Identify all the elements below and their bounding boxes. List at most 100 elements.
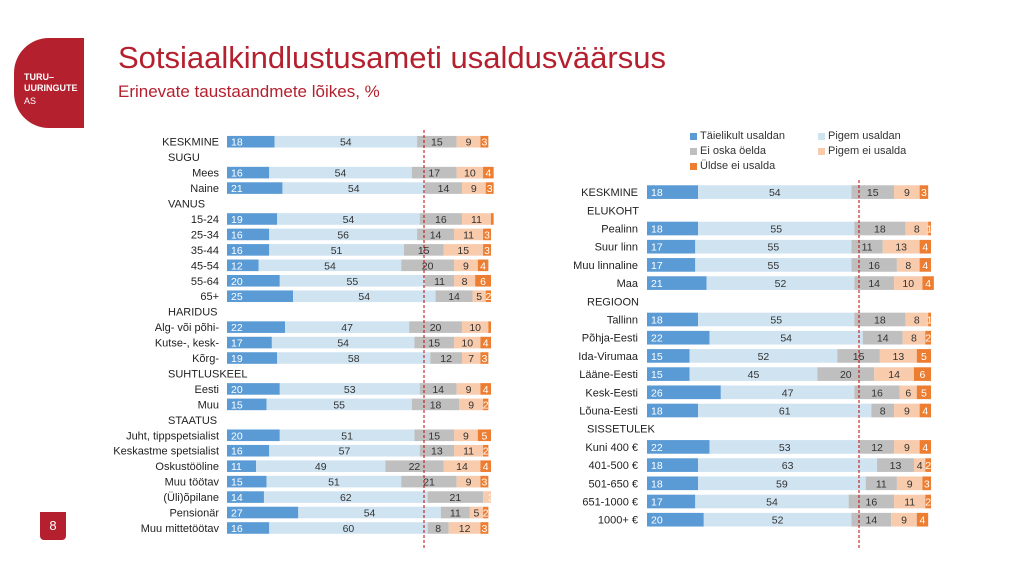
legend-label: Pigem usaldan (828, 130, 901, 142)
bar-segment (698, 458, 878, 472)
bar-segment (461, 352, 481, 364)
category-label: Põhja-Eesti (582, 333, 638, 345)
bar-segment (227, 182, 283, 194)
data-label: 54 (766, 497, 778, 509)
bar-segment (848, 494, 895, 509)
bar-segment (227, 444, 270, 457)
bar-segment (916, 512, 929, 527)
bar-segment (928, 221, 931, 236)
data-label: 20 (840, 369, 852, 381)
category-label: Muu (198, 399, 219, 411)
data-label: 14 (868, 278, 880, 290)
bar-segment (925, 458, 931, 472)
category-label: Oskustööline (155, 461, 219, 473)
data-label: 3 (481, 477, 487, 489)
data-label: 16 (871, 387, 883, 399)
bar-segment (647, 258, 696, 272)
bar-segment (851, 512, 892, 527)
data-label: 20 (231, 384, 243, 396)
bar-segment (865, 476, 897, 491)
data-label: 5 (921, 351, 927, 363)
category-label: (Üli)õpilane (163, 492, 219, 504)
category-label: Kesk-Eesti (585, 387, 638, 399)
data-label: 9 (471, 183, 477, 195)
bar-segment (695, 239, 852, 254)
data-label: 10 (461, 338, 473, 350)
data-label: 17 (651, 242, 663, 254)
data-label: 11 (450, 508, 461, 520)
data-label: 18 (651, 187, 663, 199)
bar-segment (913, 458, 926, 472)
bar-segment (298, 506, 441, 519)
data-label: 14 (231, 492, 243, 504)
data-label: 10 (464, 168, 476, 180)
data-label: 16 (231, 245, 243, 257)
bar-segment (922, 476, 931, 491)
bar-segment (456, 166, 484, 179)
category-label: 45-54 (191, 260, 219, 272)
bar-segment (854, 276, 895, 290)
data-label: 15 (428, 430, 440, 442)
data-label: 15 (457, 245, 469, 257)
category-label: 55-64 (191, 276, 219, 288)
data-label: 3 (481, 353, 487, 365)
bar-segment (485, 182, 494, 194)
data-label: 21 (231, 183, 243, 195)
data-label: 14 (432, 384, 444, 396)
data-label: 13 (431, 446, 443, 458)
bar-segment (905, 312, 929, 327)
data-label: 20 (231, 276, 243, 288)
bar-segment (227, 321, 286, 333)
data-label: 56 (337, 229, 349, 241)
data-label: 11 (463, 229, 474, 241)
data-label: 14 (888, 369, 900, 381)
data-label: 16 (231, 523, 243, 535)
bar-segment (862, 330, 903, 345)
bar-segment (454, 228, 484, 241)
bar-segment (274, 135, 418, 148)
bar-segment (896, 258, 920, 272)
bar-segment (647, 494, 696, 509)
data-label: 12 (871, 442, 883, 454)
data-label: 9 (463, 430, 469, 442)
bar-segment (279, 274, 425, 287)
data-label: 4 (925, 278, 931, 290)
data-label: 4 (922, 406, 928, 418)
legend-swatch (690, 132, 697, 140)
bar-segment (919, 185, 929, 199)
data-label: 54 (348, 183, 360, 195)
bar-segment (266, 398, 412, 411)
data-label: 5 (481, 430, 487, 442)
category-group-label: VANUS (168, 199, 205, 211)
bar-segment (899, 385, 917, 400)
data-label: 2 (925, 497, 931, 509)
legend-label: Ei oska öelda (700, 145, 767, 157)
logo-sub: AS (24, 96, 37, 106)
category-label: Ida-Virumaa (578, 351, 639, 363)
bar-segment (695, 258, 852, 272)
data-label: 51 (331, 245, 343, 257)
data-label: 8 (914, 315, 920, 327)
data-label: 9 (904, 406, 910, 418)
data-label: 54 (343, 214, 355, 226)
bar-segment (477, 429, 491, 442)
data-label: 2 (485, 291, 491, 303)
data-label: 17 (651, 260, 663, 272)
data-label: 47 (782, 387, 794, 399)
bar-segment (689, 349, 838, 363)
data-label: 15 (651, 351, 663, 363)
bar-segment (851, 185, 895, 199)
bar-segment (894, 185, 920, 199)
data-label: 9 (904, 442, 910, 454)
category-label: Naine (190, 183, 219, 195)
data-label: 10 (902, 278, 914, 290)
data-label: 55 (768, 260, 780, 272)
bar-segment (440, 506, 470, 519)
bar-segment (456, 135, 481, 148)
category-label: Lõuna-Eesti (579, 406, 638, 418)
bar-segment (454, 274, 476, 287)
bar-segment (227, 383, 280, 395)
page-subtitle: Erinevate taustaandmete lõikes, % (118, 82, 380, 101)
